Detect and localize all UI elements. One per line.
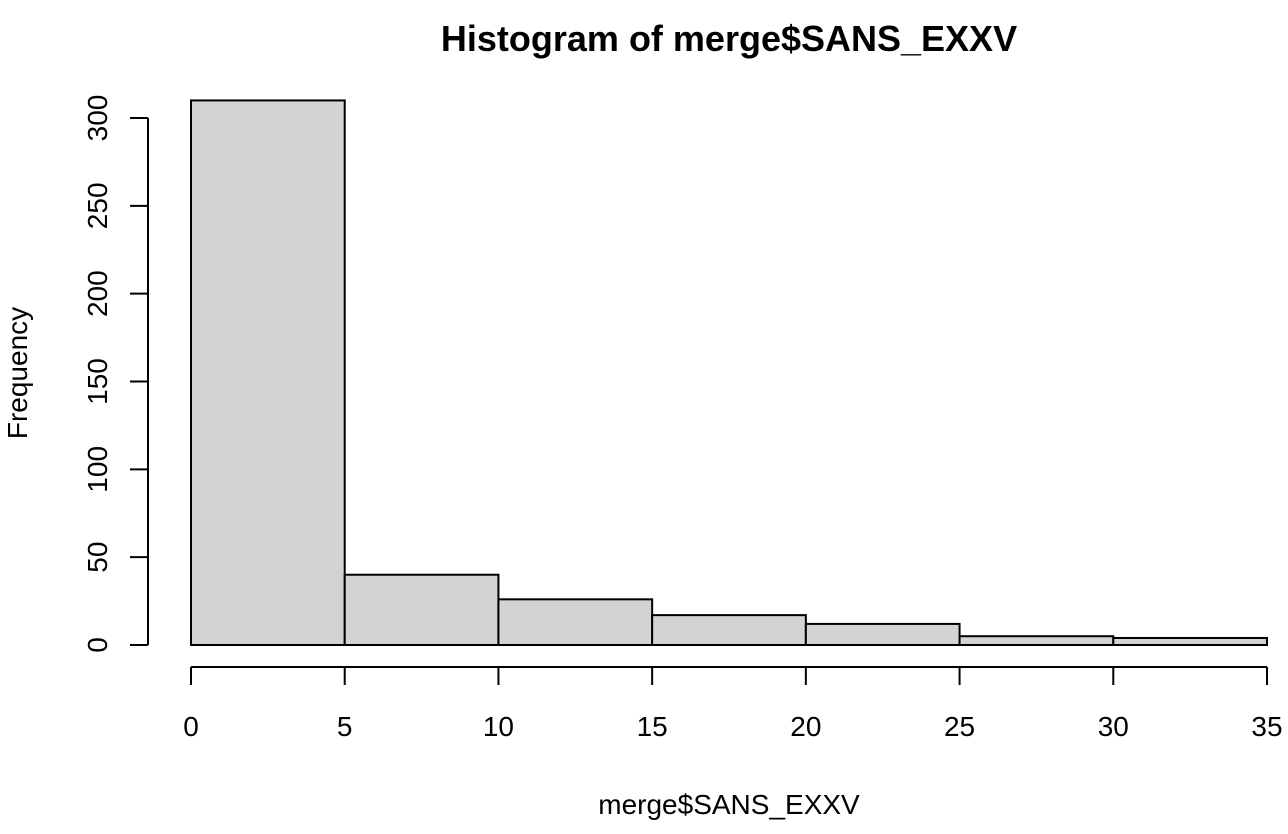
histogram-bar-0 xyxy=(190,99,346,646)
y-tick-label-1: 50 xyxy=(82,542,113,573)
x-axis: 0 5 10 15 20 25 30 35 xyxy=(183,666,1283,742)
y-tick-label-4: 200 xyxy=(82,270,113,317)
histogram-bar-6 xyxy=(1112,636,1269,646)
y-tick-label-3: 150 xyxy=(82,358,113,405)
x-axis-label: merge$SANS_EXXV xyxy=(598,789,860,820)
y-axis-label: Frequency xyxy=(2,307,33,439)
histogram-bar-1 xyxy=(343,573,500,647)
x-tick-label-7: 35 xyxy=(1251,711,1282,742)
x-tick-label-3: 15 xyxy=(637,711,668,742)
x-tick-label-5: 25 xyxy=(944,711,975,742)
x-tick-label-4: 20 xyxy=(790,711,821,742)
x-tick-label-6: 30 xyxy=(1098,711,1129,742)
histogram-bar-2 xyxy=(497,598,654,646)
x-tick-label-1: 5 xyxy=(337,711,353,742)
histogram-bar-4 xyxy=(804,622,961,646)
y-tick-label-5: 250 xyxy=(82,182,113,229)
y-tick-label-0: 0 xyxy=(82,637,113,653)
y-tick-label-6: 300 xyxy=(82,95,113,142)
y-axis: 0 50 100 150 200 250 300 xyxy=(82,95,149,653)
bars-group xyxy=(190,99,1269,647)
x-tick-label-0: 0 xyxy=(183,711,199,742)
histogram-bar-5 xyxy=(958,635,1115,647)
x-tick-label-2: 10 xyxy=(483,711,514,742)
chart-title: Histogram of merge$SANS_EXXV xyxy=(441,18,1017,59)
histogram-bar-3 xyxy=(651,614,807,646)
y-tick-label-2: 100 xyxy=(82,446,113,493)
